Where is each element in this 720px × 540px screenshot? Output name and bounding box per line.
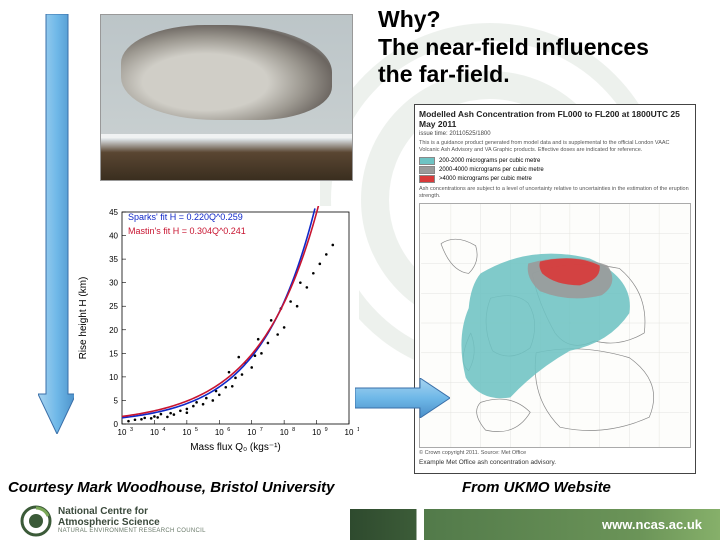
map-warning: Ash concentrations are subject to a leve…: [419, 186, 691, 199]
svg-text:10: 10: [247, 428, 256, 437]
title-line-3: the far-field.: [378, 61, 649, 89]
arrow-down: [38, 14, 76, 434]
svg-text:10: 10: [280, 428, 289, 437]
caption-right: From UKMO Website: [462, 479, 611, 496]
slide-title: Why? The near-field influences the far-f…: [378, 6, 649, 89]
svg-text:6: 6: [227, 427, 230, 433]
svg-text:35: 35: [109, 255, 118, 264]
svg-text:7: 7: [260, 427, 263, 433]
svg-text:9: 9: [325, 427, 328, 433]
svg-text:Rise height H (km): Rise height H (km): [78, 277, 89, 360]
svg-text:10: 10: [312, 428, 321, 437]
ncas-logo: National Centre for Atmospheric Science …: [20, 502, 206, 540]
svg-text:4: 4: [162, 427, 165, 433]
svg-text:Mass flux Q₀ (kgs⁻¹): Mass flux Q₀ (kgs⁻¹): [190, 442, 281, 453]
svg-text:10: 10: [345, 428, 354, 437]
sparks-fit-label: Sparks' fit H = 0.220Q^0.259: [128, 212, 243, 222]
map-canvas: [419, 203, 691, 448]
svg-text:3: 3: [130, 427, 133, 433]
legend-row: 2000-4000 micrograms per cubic metre: [419, 166, 691, 174]
map-subtitle: issue time: 20110525/1800: [419, 131, 691, 137]
svg-text:5: 5: [195, 427, 198, 433]
map-footer-text: Example Met Office ash concentration adv…: [419, 459, 691, 466]
map-copyright: © Crown copyright 2011. Source: Met Offi…: [419, 450, 691, 456]
arrow-right: [355, 378, 450, 418]
svg-text:10: 10: [215, 428, 224, 437]
svg-text:10: 10: [182, 428, 191, 437]
org-line-2: Atmospheric Science: [58, 518, 206, 529]
footer-bar: National Centre for Atmospheric Science …: [0, 502, 720, 540]
svg-text:15: 15: [109, 349, 118, 358]
ash-map-panel: Modelled Ash Concentration from FL000 to…: [414, 104, 696, 474]
volcano-photo: [100, 14, 353, 181]
title-line-1: Why?: [378, 6, 649, 34]
svg-text:10: 10: [357, 427, 359, 433]
rise-height-chart: Sparks' fit H = 0.220Q^0.259 Mastin's fi…: [74, 206, 359, 454]
svg-text:40: 40: [109, 232, 118, 241]
svg-text:5: 5: [114, 396, 119, 405]
svg-text:10: 10: [118, 428, 127, 437]
map-legend: 200-2000 micrograms per cubic metre2000-…: [419, 157, 691, 183]
svg-text:25: 25: [109, 302, 118, 311]
title-line-2: The near-field influences: [378, 34, 649, 62]
legend-row: 200-2000 micrograms per cubic metre: [419, 157, 691, 165]
svg-text:30: 30: [109, 279, 118, 288]
mastin-fit-label: Mastin's fit H = 0.304Q^0.241: [128, 226, 246, 236]
svg-text:20: 20: [109, 326, 118, 335]
svg-text:8: 8: [292, 427, 295, 433]
map-title: Modelled Ash Concentration from FL000 to…: [419, 109, 691, 129]
svg-text:10: 10: [109, 373, 118, 382]
svg-text:10: 10: [150, 428, 159, 437]
ncas-logo-icon: [20, 505, 52, 537]
org-line-3: NATURAL ENVIRONMENT RESEARCH COUNCIL: [58, 528, 206, 534]
svg-text:45: 45: [109, 208, 118, 217]
map-note: This is a guidance product generated fro…: [419, 140, 691, 153]
legend-row: >4000 micrograms per cubic metre: [419, 175, 691, 183]
footer-url: www.ncas.ac.uk: [602, 517, 702, 532]
footer-band: www.ncas.ac.uk: [350, 509, 720, 540]
caption-left: Courtesy Mark Woodhouse, Bristol Univers…: [8, 479, 334, 496]
